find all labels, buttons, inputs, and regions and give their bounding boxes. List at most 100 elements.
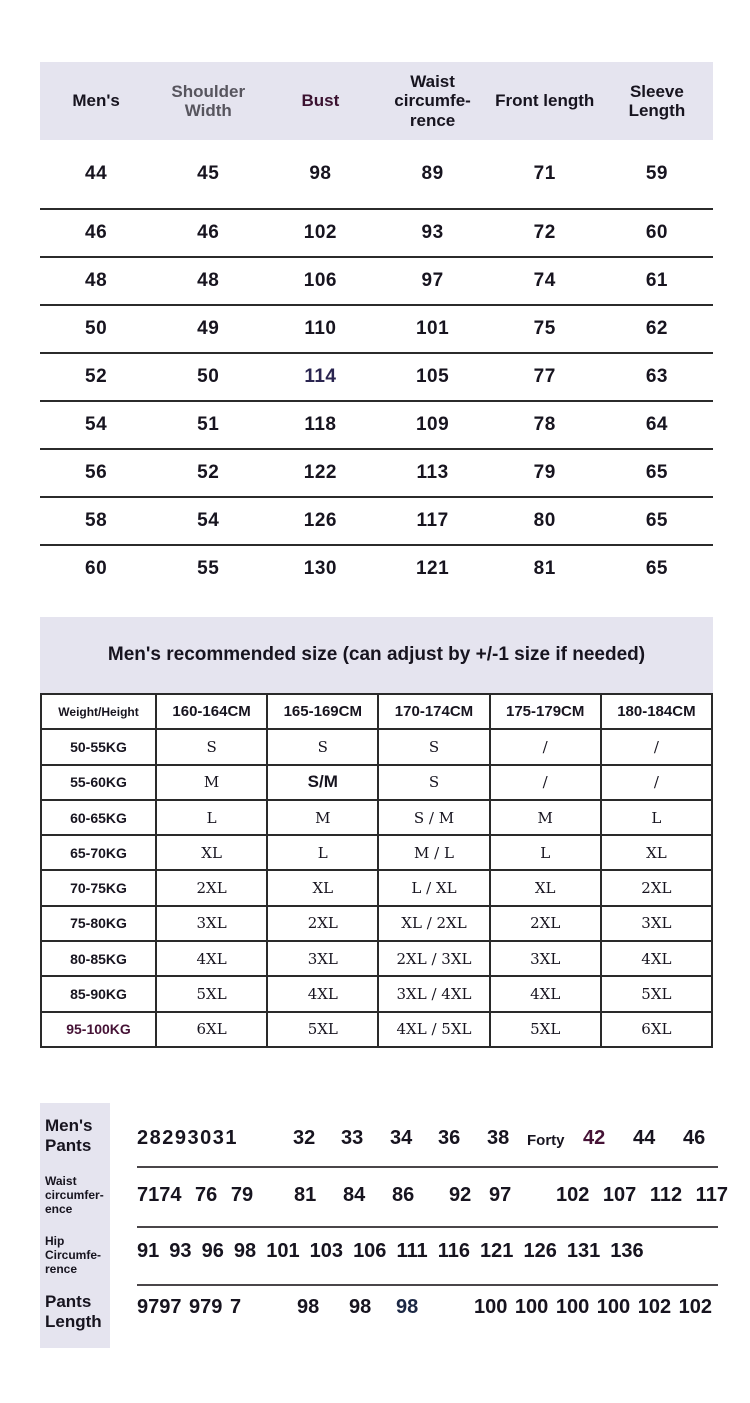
recommend-size-cell: S	[379, 730, 491, 766]
recommend-size-cell: /	[601, 765, 713, 801]
weight-row-label: 70-75KG	[42, 871, 157, 907]
size-cell: 59	[645, 163, 668, 184]
size-cell: 130	[303, 558, 337, 579]
recommend-size-cell: L	[268, 836, 380, 872]
recommend-size-cell: XL / 2XL	[379, 906, 491, 943]
size-table-row: 44 45 98 89 71 59	[40, 140, 713, 210]
size-cell: 65	[645, 510, 668, 531]
pants-value: 100 100 100 100 102 102	[474, 1296, 712, 1318]
size-table-body: 44 45 98 89 71 59 46 46 102 93 72 60 48 48 106 97 74 61 50…	[40, 140, 713, 592]
recommend-size-cell: 4XL	[490, 977, 602, 1013]
pants-value: 38	[487, 1127, 510, 1149]
size-column-header: Sleeve Length	[628, 81, 686, 120]
size-cell: 64	[645, 414, 668, 435]
pants-value: 102 107 112 117	[556, 1184, 728, 1206]
size-cell: 60	[85, 558, 108, 579]
recommend-size-cell: 4XL	[601, 942, 713, 978]
size-table-row: 50 49 110 101 75 62	[40, 306, 713, 354]
pants-value: 46	[683, 1127, 706, 1149]
size-cell: 109	[415, 414, 450, 435]
recommend-size-cell: 6XL	[157, 1012, 269, 1048]
size-cell: 101	[415, 318, 450, 339]
size-cell: 98	[309, 163, 332, 184]
recommend-column-header: 160-164CM	[157, 695, 269, 731]
recommend-size-cell: 5XL	[490, 1012, 602, 1048]
size-table-row: 60 55 130 121 81 65	[40, 546, 713, 592]
recommend-size-cell: 2XL	[268, 906, 380, 943]
recommend-size-cell: M	[268, 800, 380, 837]
size-cell: 72	[533, 222, 556, 243]
size-cell: 106	[303, 270, 337, 291]
recommend-size-cell: M	[490, 800, 602, 837]
recommend-column-header: 175-179CM	[490, 695, 602, 731]
size-cell: 117	[416, 510, 449, 531]
recommend-size-cell: XL	[490, 871, 602, 907]
size-cell: 97	[421, 270, 444, 291]
size-cell: 52	[85, 366, 108, 387]
size-column-header: Bust	[301, 91, 340, 111]
weight-row-label: 75-80KG	[42, 906, 157, 943]
recommend-size-cell: XL	[157, 836, 269, 872]
pants-value: 36	[438, 1127, 461, 1149]
pants-value: 32	[293, 1127, 316, 1149]
size-cell: 121	[415, 558, 450, 579]
pants-row-label: Waist circumfer- ence	[45, 1174, 104, 1217]
size-cell: 51	[197, 414, 220, 435]
size-cell: 52	[197, 462, 220, 483]
size-column-header: Shoulder Width	[171, 81, 246, 120]
recommend-size-cell: 4XL	[268, 977, 380, 1013]
size-cell: 81	[533, 558, 556, 579]
recommend-column-header: 165-169CM	[268, 695, 380, 731]
size-cell: 74	[533, 270, 556, 291]
weight-row-label: 65-70KG	[42, 836, 157, 872]
size-cell: 78	[533, 414, 556, 435]
recommend-size-cell: XL	[601, 836, 713, 872]
recommend-size-cell: 3XL	[157, 906, 269, 943]
pants-value: 7174 76 79	[137, 1184, 254, 1206]
recommend-size-cell: 5XL	[601, 977, 713, 1013]
size-cell: 54	[197, 510, 220, 531]
pants-row-divider	[137, 1226, 718, 1228]
size-cell: 126	[303, 510, 337, 531]
size-cell: 44	[85, 163, 108, 184]
size-cell: 62	[645, 318, 668, 339]
weight-row-label: 60-65KG	[42, 800, 157, 837]
recommend-size-cell: 5XL	[157, 977, 269, 1013]
recommend-size-cell: L	[157, 800, 269, 837]
pants-value: 81	[294, 1184, 317, 1206]
weight-row-label: 55-60KG	[42, 765, 157, 801]
size-cell: 80	[533, 510, 556, 531]
recommend-size-cell: 2XL	[157, 871, 269, 907]
pants-row-label: Men's Pants	[45, 1116, 93, 1156]
recommend-size-cell: 4XL / 5XL	[379, 1012, 491, 1048]
size-cell: 63	[645, 366, 668, 387]
size-cell: 49	[197, 318, 220, 339]
size-cell: 122	[303, 462, 337, 483]
pants-value: 33	[341, 1127, 364, 1149]
pants-value: 92	[449, 1184, 472, 1206]
size-cell: 46	[85, 222, 108, 243]
recommend-size-cell: L / XL	[379, 871, 491, 907]
size-cell: 55	[197, 558, 220, 579]
size-cell: 89	[421, 163, 444, 184]
pants-row-divider	[137, 1166, 718, 1168]
size-table-row: 46 46 102 93 72 60	[40, 210, 713, 258]
size-cell: 48	[85, 270, 108, 291]
size-column-header: Front length	[495, 91, 595, 111]
weight-row-label: 80-85KG	[42, 942, 157, 978]
size-cell: 118	[304, 414, 337, 435]
recommend-size-cell: /	[601, 730, 713, 766]
pants-value: 9797 979 7	[137, 1296, 242, 1318]
size-cell: 102	[303, 222, 337, 243]
size-column-header: Waist circumfe- rence	[394, 72, 471, 130]
size-cell: 60	[645, 222, 668, 243]
size-cell: 45	[197, 163, 220, 184]
recommend-size-cell: M / L	[379, 836, 491, 872]
recommend-size-cell: S	[268, 730, 380, 766]
pants-value: 84	[343, 1184, 366, 1206]
recommended-size-table: Weight/Height 160-164CM 165-169CM 170-174CM…	[40, 693, 713, 1048]
pants-value: 91 93 96 98 101 103 106 111 116 121 126 …	[137, 1240, 644, 1262]
size-cell: 58	[85, 510, 108, 531]
recommend-size-cell: 6XL	[601, 1012, 713, 1048]
recommend-size-cell: S	[157, 730, 269, 766]
